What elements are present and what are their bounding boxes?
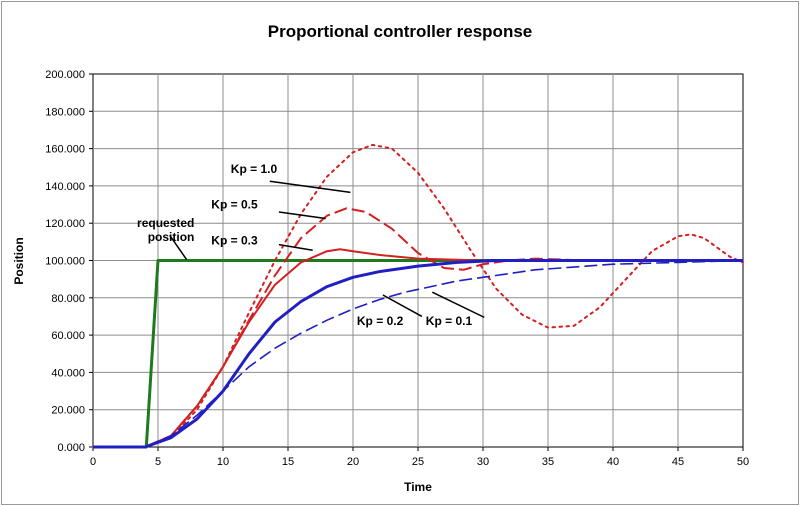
- y-tick-label: 120.000: [45, 218, 85, 230]
- annotation-pointer: [278, 211, 326, 220]
- x-tick-label: 25: [412, 456, 424, 468]
- x-axis-label: Time: [404, 480, 432, 494]
- annotation-label: Kp = 0.2: [357, 314, 404, 328]
- annotation-label: Kp = 0.3: [211, 234, 258, 248]
- series-line-2: [92, 143, 744, 448]
- y-axis-ticks: 0.000 20.000 40.000 60.000 80.000 100.000 120.…: [45, 69, 93, 454]
- series-line-6: [93, 259, 744, 448]
- annotation-label: Kp = 0.1: [426, 314, 473, 328]
- y-axis-label: Position: [12, 237, 26, 284]
- y-tick-label: 60.000: [51, 330, 85, 342]
- y-tick-label: 140.000: [45, 181, 85, 193]
- x-tick-label: 35: [542, 456, 554, 468]
- x-tick-label: 0: [90, 456, 96, 468]
- y-tick-label: 80.000: [51, 293, 85, 305]
- y-tick-label: 180.000: [45, 106, 85, 118]
- series-layer: [92, 143, 744, 449]
- y-tick-label: 100.000: [45, 256, 85, 268]
- annotation-label: Kp = 0.5: [211, 197, 258, 211]
- annotation-pointer: [278, 243, 313, 251]
- chart-title: Proportional controller response: [268, 22, 533, 41]
- x-tick-label: 15: [282, 456, 294, 468]
- annotation-pointer: [382, 294, 423, 318]
- x-tick-label: 40: [607, 456, 619, 468]
- series-line-5: [93, 259, 743, 449]
- x-tick-label: 45: [672, 456, 684, 468]
- annotation-pointer: [431, 291, 485, 319]
- annotation-label: position: [148, 230, 195, 244]
- x-tick-label: 10: [217, 456, 229, 468]
- series-line-4: [93, 248, 743, 448]
- annotation-label: requested: [137, 216, 194, 230]
- y-tick-label: 40.000: [51, 367, 85, 379]
- x-tick-label: 30: [477, 456, 489, 468]
- y-tick-label: 200.000: [45, 69, 85, 81]
- annotation-layer: Kp = 1.0 Kp = 0.5 Kp = 0.3 requestedpositio…: [137, 162, 485, 328]
- x-tick-label: 50: [737, 456, 749, 468]
- y-tick-label: 160.000: [45, 144, 85, 156]
- y-tick-label: 0.000: [57, 442, 85, 454]
- annotation-pointer: [269, 180, 351, 194]
- annotation-label: Kp = 1.0: [231, 162, 278, 176]
- y-tick-label: 20.000: [51, 405, 85, 417]
- x-axis-ticks: 0 5 10 15 20 25 30 35 40 45 50: [90, 447, 749, 468]
- x-tick-label: 5: [155, 456, 161, 468]
- x-tick-label: 20: [347, 456, 359, 468]
- annotation-pointer: [169, 234, 188, 260]
